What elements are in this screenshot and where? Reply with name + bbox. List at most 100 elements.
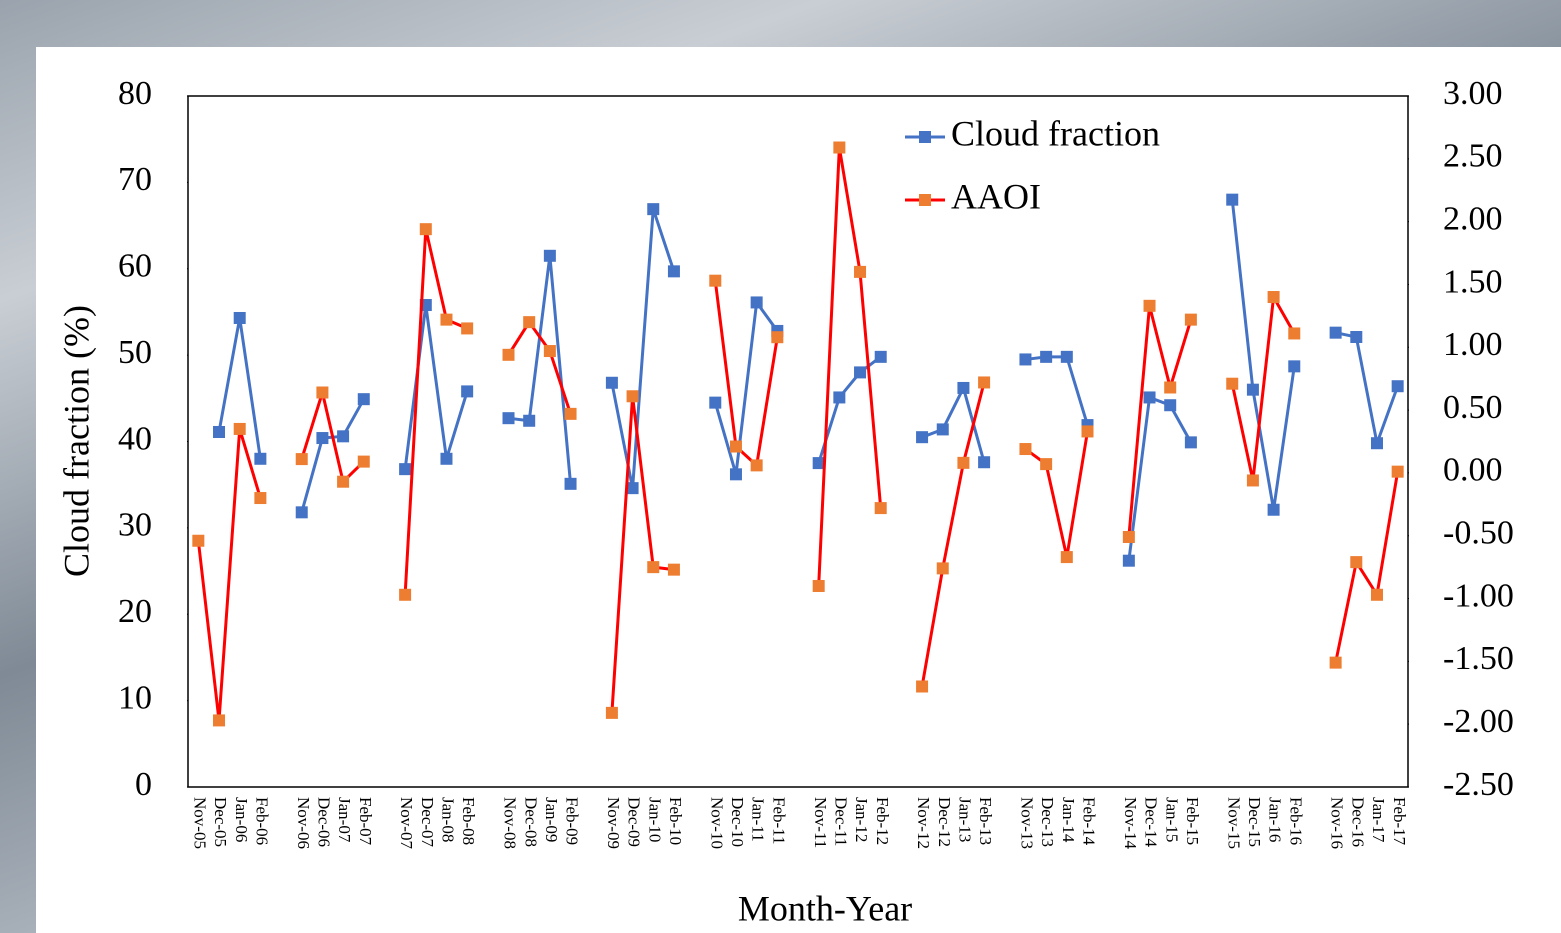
point-marker xyxy=(1019,443,1032,456)
point-marker xyxy=(605,706,618,719)
point-marker xyxy=(1288,327,1301,340)
x-tick-label: Dec-10 xyxy=(728,797,747,847)
x-tick-label: Feb-08 xyxy=(459,797,478,845)
point-marker xyxy=(1226,377,1239,390)
point-marker xyxy=(1060,551,1073,564)
point-marker xyxy=(1329,326,1342,339)
x-tick-label: Feb-10 xyxy=(666,797,685,845)
point-marker xyxy=(1122,554,1135,567)
x-tick-label: Feb-09 xyxy=(563,797,582,845)
point-marker xyxy=(1329,656,1342,669)
x-tick-label: Feb-07 xyxy=(356,797,375,846)
y-tick-label: 70 xyxy=(118,161,152,198)
point-marker xyxy=(1370,437,1383,450)
point-marker xyxy=(523,414,536,427)
point-marker xyxy=(1040,350,1053,363)
point-marker xyxy=(1246,383,1259,396)
point-marker xyxy=(233,311,246,324)
point-marker xyxy=(709,396,722,409)
legend-marker xyxy=(919,194,931,206)
point-marker xyxy=(647,203,660,216)
y-axis-title: Cloud fraction (%) xyxy=(56,305,96,577)
y-tick-label: 80 xyxy=(118,75,152,112)
x-tick-label: Nov-05 xyxy=(190,797,209,849)
point-marker xyxy=(357,393,370,406)
point-marker xyxy=(523,316,536,329)
x-tick-label: Jan-17 xyxy=(1369,797,1388,843)
x-tick-label: Jan-10 xyxy=(645,797,664,842)
x-tick-label: Nov-09 xyxy=(604,797,623,849)
x-tick-label: Jan-11 xyxy=(749,797,768,842)
point-marker xyxy=(1267,503,1280,516)
point-marker xyxy=(750,296,763,309)
point-marker xyxy=(419,223,432,236)
point-marker xyxy=(1143,391,1156,404)
point-marker xyxy=(440,452,453,465)
x-tick-label: Nov-06 xyxy=(294,797,313,849)
point-marker xyxy=(978,376,991,389)
x-tick-label: Feb-14 xyxy=(1080,797,1099,846)
y2-tick-label: 0.50 xyxy=(1443,389,1503,426)
point-marker xyxy=(1246,474,1259,487)
x-tick-label: Nov-13 xyxy=(1018,797,1037,849)
point-marker xyxy=(564,407,577,420)
point-marker xyxy=(543,249,556,262)
x-tick-label: Dec-08 xyxy=(521,797,540,847)
y-tick-label: 10 xyxy=(118,679,152,716)
point-marker xyxy=(874,502,887,515)
y2-tick-label: -1.00 xyxy=(1443,577,1514,614)
x-tick-label: Nov-11 xyxy=(811,797,830,848)
point-marker xyxy=(626,390,639,403)
point-marker xyxy=(399,588,412,601)
x-tick-label: Dec-14 xyxy=(1142,797,1161,848)
point-marker xyxy=(812,579,825,592)
chart-panel xyxy=(36,47,1561,933)
y2-tick-label: -1.50 xyxy=(1443,640,1514,677)
point-marker xyxy=(1019,353,1032,366)
x-tick-label: Dec-15 xyxy=(1245,797,1264,847)
point-marker xyxy=(833,391,846,404)
x-tick-label: Nov-14 xyxy=(1121,797,1140,849)
point-marker xyxy=(750,459,763,472)
x-tick-label: Dec-09 xyxy=(625,797,644,847)
point-marker xyxy=(874,350,887,363)
point-marker xyxy=(957,381,970,394)
point-marker xyxy=(1370,588,1383,601)
y-tick-label: 30 xyxy=(118,507,152,544)
point-marker xyxy=(192,534,205,547)
x-tick-label: Jan-16 xyxy=(1266,797,1285,842)
x-tick-label: Nov-16 xyxy=(1328,797,1347,849)
point-marker xyxy=(854,366,867,379)
point-marker xyxy=(295,506,308,519)
point-marker xyxy=(709,274,722,287)
point-marker xyxy=(337,430,350,443)
x-tick-label: Dec-12 xyxy=(935,797,954,847)
point-marker xyxy=(1143,299,1156,312)
point-marker xyxy=(1288,360,1301,373)
x-tick-label: Nov-07 xyxy=(397,797,416,849)
y2-tick-label: 1.50 xyxy=(1443,263,1503,300)
y2-tick-label: -0.50 xyxy=(1443,515,1514,552)
x-tick-label: Jan-15 xyxy=(1162,797,1181,842)
x-tick-label: Dec-05 xyxy=(211,797,230,847)
point-marker xyxy=(854,265,867,278)
point-marker xyxy=(771,331,784,344)
x-tick-label: Jan-14 xyxy=(1059,797,1078,843)
x-tick-label: Nov-10 xyxy=(707,797,726,849)
x-tick-label: Feb-12 xyxy=(873,797,892,845)
point-marker xyxy=(213,714,226,727)
x-tick-label: Jan-13 xyxy=(956,797,975,842)
x-tick-label: Feb-15 xyxy=(1183,797,1202,845)
y-tick-label: 40 xyxy=(118,420,152,457)
point-marker xyxy=(399,463,412,476)
y2-tick-label: 3.00 xyxy=(1443,75,1503,112)
point-marker xyxy=(213,425,226,438)
point-marker xyxy=(626,482,639,495)
point-marker xyxy=(1040,458,1053,471)
point-marker xyxy=(667,563,680,576)
point-marker xyxy=(916,680,929,693)
point-marker xyxy=(316,386,329,399)
y2-tick-label: -2.50 xyxy=(1443,766,1514,803)
point-marker xyxy=(233,422,246,435)
